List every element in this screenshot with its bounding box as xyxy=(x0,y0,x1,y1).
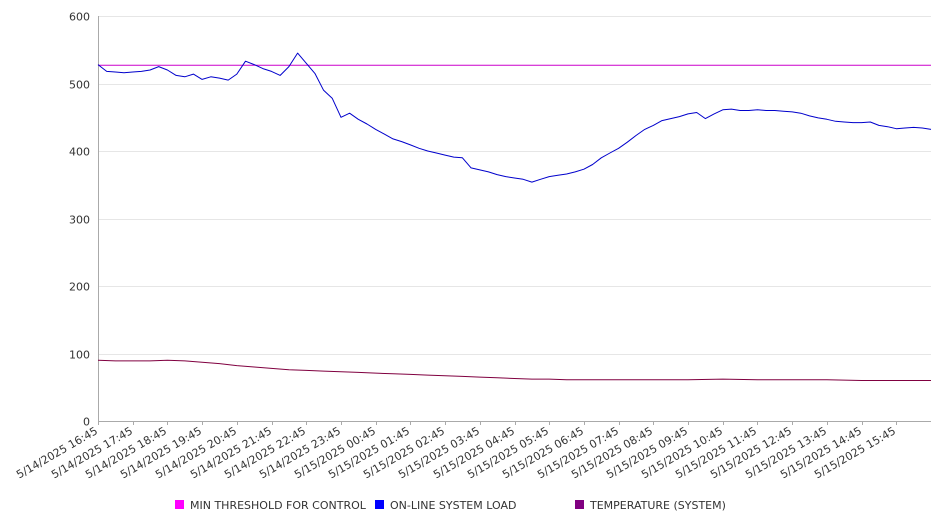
grid-lines xyxy=(98,16,931,422)
y-tick-label: 500 xyxy=(69,79,90,92)
y-tick-label: 100 xyxy=(69,349,90,362)
series-line-2 xyxy=(97,359,931,381)
y-tick-label: 200 xyxy=(69,281,90,294)
legend-label: ON-LINE SYSTEM LOAD xyxy=(390,499,516,512)
legend-label: TEMPERATURE (SYSTEM) xyxy=(589,499,726,512)
series-line-1 xyxy=(97,52,932,183)
y-tick-label: 300 xyxy=(69,214,90,227)
legend-swatch xyxy=(575,500,584,509)
y-tick-label: 0 xyxy=(83,416,90,429)
y-tick-label: 600 xyxy=(69,11,90,24)
legend-swatch xyxy=(175,500,184,509)
series-lines xyxy=(97,52,932,381)
y-tick-label: 400 xyxy=(69,146,90,159)
legend-label: MIN THRESHOLD FOR CONTROL xyxy=(190,499,367,512)
legend-swatch xyxy=(375,500,384,509)
legend: MIN THRESHOLD FOR CONTROL ON-LINE SYSTEM … xyxy=(175,499,726,512)
